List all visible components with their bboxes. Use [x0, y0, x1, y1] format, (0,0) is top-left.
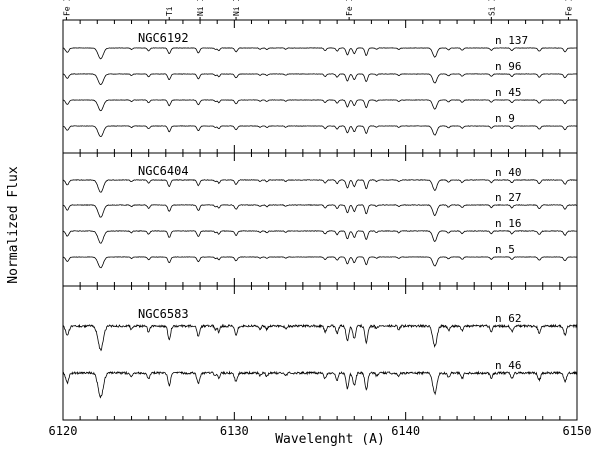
- star-label: n 62: [495, 312, 522, 325]
- line-marker-group: Fe I Ti Ni I Ni I Fe I Si I Fe I: [62, 0, 573, 20]
- star-label: n 46: [495, 359, 522, 372]
- spectrum-line: [63, 73, 578, 85]
- labels-group: NGC6192 n 137 n 96 n 45 n 9 NGC6404 n 40 n 27 n …: [138, 31, 528, 372]
- spectrum-line: [62, 47, 578, 60]
- x-tick-label: 6140: [391, 424, 420, 438]
- star-label: n 96: [495, 60, 522, 73]
- line-marker-label: Ni I: [232, 0, 241, 16]
- star-label: n 16: [495, 217, 522, 230]
- cluster-label: NGC6192: [138, 31, 189, 45]
- spectrum-line: [62, 204, 578, 218]
- spectrum-line: [62, 323, 578, 352]
- spectrum-line: [62, 99, 578, 112]
- star-label: n 45: [495, 86, 522, 99]
- y-axis-title: Normalized Flux: [6, 166, 21, 284]
- cluster-label: NGC6404: [138, 164, 189, 178]
- star-label: n 27: [495, 191, 522, 204]
- star-label: n 40: [495, 166, 522, 179]
- spectrum-line: [62, 370, 578, 399]
- line-marker-label: Fe I: [62, 0, 71, 16]
- spectra-group: [62, 47, 578, 399]
- line-marker-label: Si I: [487, 0, 496, 16]
- spectrum-line: [62, 256, 578, 269]
- line-marker-label: Ti: [165, 6, 174, 16]
- star-label: n 5: [495, 243, 515, 256]
- x-tick-label: 6130: [220, 424, 249, 438]
- spectrum-line: [62, 230, 578, 244]
- line-marker-label: Ni I: [196, 0, 205, 16]
- x-axis-title: Wavelenght (A): [275, 432, 385, 447]
- x-tick-label: 6150: [563, 424, 592, 438]
- star-label: n 9: [495, 112, 515, 125]
- line-marker-label: Fe I: [345, 0, 354, 16]
- spectrum-line: [62, 179, 578, 193]
- cluster-label: NGC6583: [138, 307, 189, 321]
- x-tick-label: 6120: [49, 424, 78, 438]
- line-marker-label: Fe I: [564, 0, 573, 16]
- star-label: n 137: [495, 34, 528, 47]
- x-axis: 6120 6130 6140 6150: [49, 20, 592, 438]
- spectrum-line: [62, 125, 578, 137]
